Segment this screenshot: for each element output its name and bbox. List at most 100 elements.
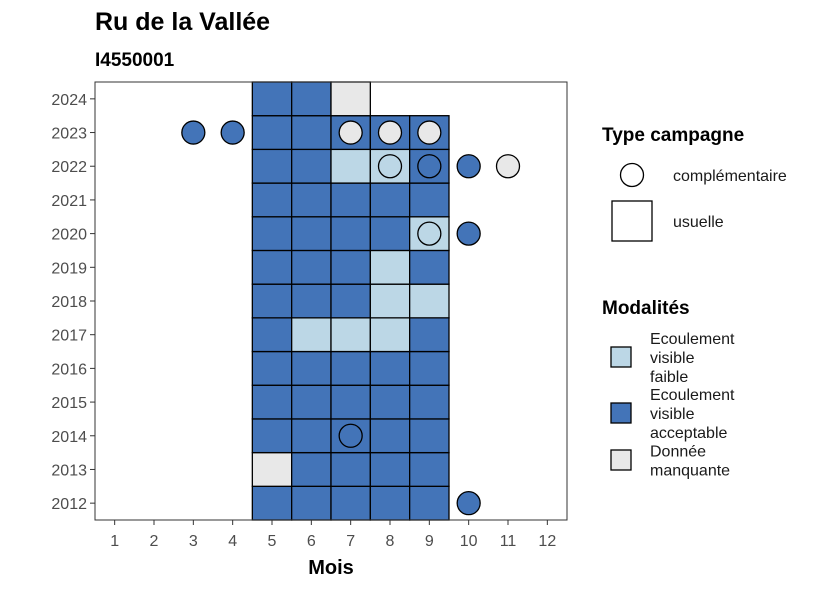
tile-2017-8 (369, 317, 411, 353)
tile-2013-9 (409, 451, 450, 487)
tile-2015-6 (291, 384, 332, 420)
point-2022-9 (417, 154, 442, 179)
tile-2021-8 (369, 182, 411, 218)
tiles-layer (251, 81, 450, 521)
tile-2014-6 (291, 418, 332, 454)
tile-2021-5 (251, 182, 293, 218)
y-tick-label: 2024 (51, 92, 87, 109)
tile-2016-9 (409, 350, 450, 386)
legend-modalites-title: Modalités (602, 298, 690, 319)
tile-2012-8 (369, 485, 411, 521)
tile-2023-5 (251, 115, 293, 151)
x-tick-label: 10 (460, 533, 478, 550)
tile-2020-7 (330, 216, 371, 252)
point-2023-4 (220, 120, 245, 145)
x-tick-label: 12 (538, 533, 556, 550)
tile-2014-5 (251, 418, 293, 454)
tile-2020-8 (369, 216, 411, 252)
legend-key-manquante (610, 449, 632, 471)
x-axis-label: Mois (308, 557, 354, 579)
tile-2012-9 (409, 485, 450, 521)
tile-2018-9 (409, 283, 450, 319)
point-2020-10 (456, 221, 481, 246)
y-tick-label: 2023 (51, 126, 87, 143)
point-2022-8 (377, 154, 403, 179)
legend-type-campagne: Type campagne complémentaire usuelle (602, 125, 787, 242)
point-2023-8 (377, 120, 403, 145)
tile-2022-5 (251, 148, 293, 184)
tile-2017-7 (330, 317, 371, 353)
x-tick-label: 4 (228, 533, 237, 550)
tile-2020-6 (291, 216, 332, 252)
x-tick-label: 6 (307, 533, 316, 550)
tile-2024-6 (291, 81, 332, 117)
tile-2014-9 (409, 418, 450, 454)
legend-type-title: Type campagne (602, 125, 744, 146)
tile-2015-7 (330, 384, 371, 420)
legend-type-label: usuelle (673, 214, 724, 231)
tile-2021-7 (330, 182, 371, 218)
x-tick-label: 2 (150, 533, 159, 550)
x-tick-label: 3 (189, 533, 198, 550)
tile-2019-5 (251, 249, 293, 285)
point-2023-7 (338, 120, 363, 145)
y-tick-label: 2013 (51, 462, 87, 479)
tile-2017-6 (291, 317, 332, 353)
legend-label-manquante: Donnée manquante (650, 444, 730, 480)
tile-2015-8 (369, 384, 411, 420)
tile-2022-7 (330, 148, 371, 184)
point-2022-11 (495, 154, 521, 179)
legend-key-acceptable (610, 402, 632, 424)
tile-2018-6 (291, 283, 332, 319)
x-tick-label: 8 (386, 533, 395, 550)
y-tick-label: 2022 (51, 159, 87, 176)
tile-2016-8 (369, 350, 411, 386)
tile-2021-6 (291, 182, 332, 218)
tile-2018-5 (251, 283, 293, 319)
tile-2019-6 (291, 249, 332, 285)
y-tick-label: 2015 (51, 395, 87, 412)
tile-2024-5 (251, 81, 293, 117)
legend-circle-key (619, 162, 645, 188)
y-tick-label: 2020 (51, 227, 87, 244)
tile-2019-9 (409, 249, 450, 285)
chart-title: Ru de la Vallée (95, 8, 270, 36)
tile-2021-9 (409, 182, 450, 218)
point-2014-7 (338, 423, 363, 448)
y-tick-label: 2016 (51, 361, 87, 378)
tile-2015-9 (409, 384, 450, 420)
x-axis: 1 2 3 4 5 6 7 8 9 10 11 12 (110, 520, 556, 550)
x-tick-label: 5 (268, 533, 277, 550)
tile-2016-5 (251, 350, 293, 386)
y-tick-label: 2019 (51, 260, 87, 277)
x-tick-label: 11 (500, 533, 517, 550)
y-tick-label: 2012 (51, 496, 87, 513)
tile-2012-7 (330, 485, 371, 521)
tile-2018-8 (369, 283, 411, 319)
tile-2019-8 (369, 249, 411, 285)
tile-2013-7 (330, 451, 371, 487)
y-tick-label: 2021 (51, 193, 87, 210)
point-2023-3 (181, 120, 206, 145)
legend-modalites: Modalités Ecoulement visible faibleEcouleme… (602, 298, 735, 480)
tile-2020-5 (251, 216, 293, 252)
tile-2013-5 (251, 451, 293, 487)
tile-2013-8 (369, 451, 411, 487)
tile-2014-8 (369, 418, 411, 454)
tile-2017-5 (251, 317, 293, 353)
tile-2024-7 (330, 81, 371, 117)
tile-2017-9 (409, 317, 450, 353)
legend-type-label: complémentaire (673, 168, 787, 185)
tile-2022-6 (291, 148, 332, 184)
tile-2012-6 (291, 485, 332, 521)
y-tick-label: 2018 (51, 294, 87, 311)
point-2020-9 (417, 221, 442, 246)
legend-square-key (611, 200, 653, 242)
x-tick-label: 9 (425, 533, 434, 550)
x-tick-label: 7 (346, 533, 355, 550)
legend-label-faible: Ecoulement visible faible (650, 331, 735, 386)
tile-2016-7 (330, 350, 371, 386)
y-tick-label: 2017 (51, 328, 87, 345)
tile-2019-7 (330, 249, 371, 285)
y-tick-label: 2014 (51, 429, 87, 446)
